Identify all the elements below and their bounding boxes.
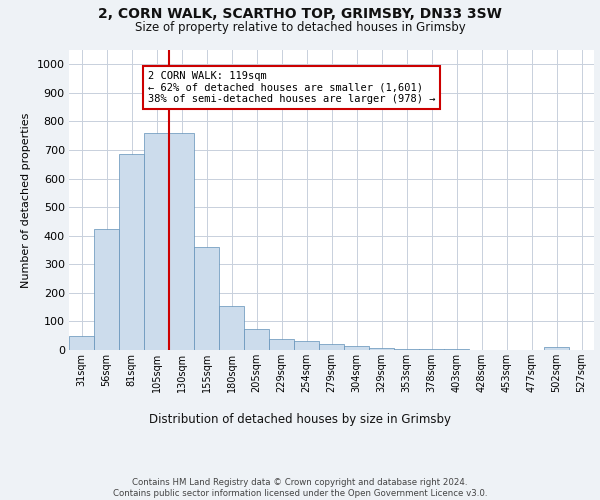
Bar bbox=[94, 228, 119, 350]
Bar bbox=[394, 348, 419, 350]
Text: 2 CORN WALK: 119sqm
← 62% of detached houses are smaller (1,601)
38% of semi-det: 2 CORN WALK: 119sqm ← 62% of detached ho… bbox=[148, 71, 435, 104]
Bar bbox=[194, 247, 219, 350]
Bar bbox=[244, 328, 269, 350]
Text: Distribution of detached houses by size in Grimsby: Distribution of detached houses by size … bbox=[149, 412, 451, 426]
Bar bbox=[344, 346, 369, 350]
Text: Size of property relative to detached houses in Grimsby: Size of property relative to detached ho… bbox=[134, 21, 466, 34]
Text: Contains HM Land Registry data © Crown copyright and database right 2024.
Contai: Contains HM Land Registry data © Crown c… bbox=[113, 478, 487, 498]
Bar bbox=[219, 306, 244, 350]
Bar bbox=[144, 133, 169, 350]
Bar bbox=[369, 348, 394, 350]
Bar bbox=[419, 349, 444, 350]
Bar bbox=[119, 154, 144, 350]
Bar bbox=[69, 336, 94, 350]
Bar bbox=[544, 347, 569, 350]
Bar bbox=[169, 133, 194, 350]
Y-axis label: Number of detached properties: Number of detached properties bbox=[21, 112, 31, 288]
Bar bbox=[294, 342, 319, 350]
Bar bbox=[269, 338, 294, 350]
Bar bbox=[319, 344, 344, 350]
Text: 2, CORN WALK, SCARTHO TOP, GRIMSBY, DN33 3SW: 2, CORN WALK, SCARTHO TOP, GRIMSBY, DN33… bbox=[98, 8, 502, 22]
